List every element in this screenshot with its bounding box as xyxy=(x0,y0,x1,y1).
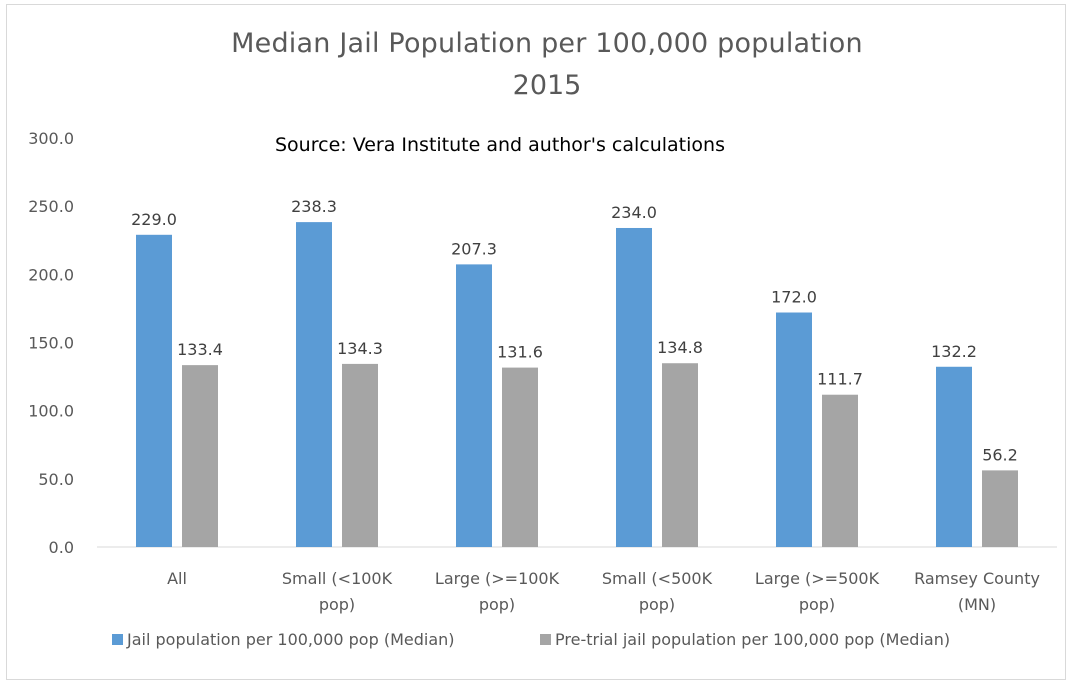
bar xyxy=(342,363,378,547)
bar xyxy=(502,367,538,547)
legend-swatch xyxy=(540,634,551,645)
x-category-label: All xyxy=(167,569,187,588)
bar xyxy=(616,227,652,548)
y-tick-label: 250.0 xyxy=(28,197,74,216)
x-category-label: Large (>=500K xyxy=(755,569,880,588)
data-label: 134.3 xyxy=(337,339,383,358)
bar xyxy=(936,366,972,547)
x-category-label: (MN) xyxy=(958,595,996,614)
bar xyxy=(662,363,698,547)
x-category-label: Ramsey County xyxy=(914,569,1040,588)
y-tick-label: 150.0 xyxy=(28,334,74,353)
data-label: 207.3 xyxy=(451,239,497,258)
y-tick-label: 100.0 xyxy=(28,402,74,421)
bar xyxy=(982,470,1018,547)
x-category-label: pop) xyxy=(479,595,515,614)
data-label: 56.2 xyxy=(982,445,1018,464)
x-category-label: pop) xyxy=(319,595,355,614)
data-label: 229.0 xyxy=(131,210,177,229)
chart-title-line-2: 2015 xyxy=(512,70,582,101)
x-category-label: pop) xyxy=(639,595,675,614)
data-label: 172.0 xyxy=(771,288,817,307)
y-tick-label: 300.0 xyxy=(28,129,74,148)
x-category-label: Small (<500K xyxy=(602,569,713,588)
bar xyxy=(296,222,332,547)
x-category-label: pop) xyxy=(799,595,835,614)
bar xyxy=(136,234,172,547)
x-category-label: Small (<100K xyxy=(282,569,393,588)
data-label: 132.2 xyxy=(931,342,977,361)
data-label: 134.8 xyxy=(657,338,703,357)
bar xyxy=(182,365,218,547)
legend-label: Jail population per 100,000 pop (Median) xyxy=(126,630,455,649)
bar xyxy=(776,312,812,547)
data-label: 111.7 xyxy=(817,370,863,389)
x-category-label: Large (>=100K xyxy=(435,569,560,588)
legend-label: Pre-trial jail population per 100,000 po… xyxy=(555,630,950,649)
y-tick-label: 50.0 xyxy=(38,470,74,489)
chart-frame xyxy=(6,4,1066,680)
data-label: 133.4 xyxy=(177,340,223,359)
data-label: 234.0 xyxy=(611,203,657,222)
bar xyxy=(456,264,492,547)
chart-subtitle: Source: Vera Institute and author's calc… xyxy=(275,134,725,156)
data-label: 238.3 xyxy=(291,197,337,216)
bar xyxy=(822,394,858,547)
legend-swatch xyxy=(112,634,123,645)
y-tick-label: 200.0 xyxy=(28,265,74,284)
chart-title-line-1: Median Jail Population per 100,000 popul… xyxy=(231,28,863,59)
y-tick-label: 0.0 xyxy=(49,538,74,557)
data-label: 131.6 xyxy=(497,343,543,362)
